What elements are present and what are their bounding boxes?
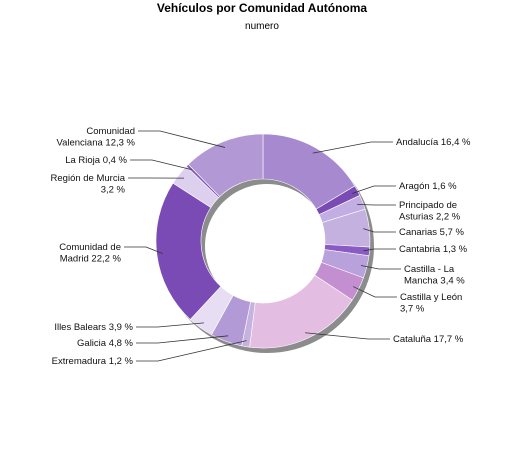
- leader-7: [305, 332, 390, 340]
- leader-2: [357, 204, 396, 206]
- leader-13: [130, 159, 192, 170]
- slice-label-8: Extremadura 1,2 %: [52, 356, 134, 367]
- leader-6: [352, 286, 397, 298]
- slice-label-4: Cantabria 1,3 %: [399, 244, 468, 255]
- slice-label-line: Aragón 1,6 %: [399, 181, 457, 192]
- slice-label-line: Principado de: [399, 200, 457, 211]
- chart-subtitle: numero: [245, 21, 279, 32]
- slice-label-line: Illes Balears 3,9 %: [54, 322, 133, 333]
- slice-label-line: La Rioja 0,4 %: [65, 155, 127, 166]
- slice-label-line: Valenciana 12,3 %: [56, 138, 135, 149]
- leader-11: [124, 246, 163, 255]
- leader-1: [351, 185, 396, 194]
- slice-label-line: Cataluña 17,7 %: [393, 334, 464, 345]
- slice-label-line: Cantabria 1,3 %: [399, 244, 468, 255]
- slice-label-6: Castilla y León 3,7 %: [400, 292, 462, 315]
- slice-label-12: Región de Murcia 3,2 %: [51, 173, 126, 196]
- leader-0: [312, 141, 393, 154]
- slice-14: [187, 133, 264, 198]
- slice-label-line: Comunidad: [86, 126, 135, 137]
- slice-label-line: Galicia 4,8 %: [77, 338, 134, 349]
- slice-label-line: Andalucía 16,4 %: [396, 137, 471, 148]
- slice-label-14: Comunidad Valenciana 12,3 %: [56, 126, 135, 149]
- slice-label-7: Cataluña 17,7 %: [393, 334, 464, 345]
- leader-4: [363, 248, 396, 252]
- slice-label-line: Castilla - La: [404, 264, 455, 275]
- label-leaders: [124, 130, 401, 362]
- slice-label-line: Castilla y León: [400, 292, 462, 303]
- leader-14: [138, 130, 226, 148]
- slice-label-13: La Rioja 0,4 %: [65, 155, 127, 166]
- slice-label-0: Andalucía 16,4 %: [396, 137, 471, 148]
- chart-title: Vehículos por Comunidad Autónoma: [157, 1, 368, 15]
- leader-5: [360, 265, 401, 270]
- slice-label-line: 3,7 %: [400, 304, 425, 315]
- donut-slices: [155, 133, 371, 349]
- leader-10: [136, 322, 204, 328]
- slice-label-1: Aragón 1,6 %: [399, 181, 457, 192]
- leader-8: [136, 340, 247, 362]
- slice-label-line: Canarias 5,7 %: [399, 227, 465, 238]
- slice-label-line: Mancha 3,4 %: [404, 276, 465, 287]
- slice-label-line: Región de Murcia: [51, 173, 126, 184]
- slice-label-line: Extremadura 1,2 %: [52, 356, 134, 367]
- slice-label-2: Principado de Asturias 2,2 %: [399, 200, 461, 223]
- leader-3: [363, 228, 396, 233]
- slice-label-line: Comunidad de: [59, 242, 121, 253]
- slice-label-3: Canarias 5,7 %: [399, 227, 465, 238]
- slice-label-10: Illes Balears 3,9 %: [54, 322, 133, 333]
- leader-9: [136, 335, 229, 344]
- slice-labels: Andalucía 16,4 % Aragón 1,6 % Principado d…: [51, 126, 471, 367]
- slice-label-9: Galicia 4,8 %: [77, 338, 134, 349]
- slice-label-5: Castilla - La Mancha 3,4 %: [404, 264, 465, 287]
- slice-label-11: Comunidad de Madrid 22,2 %: [59, 242, 121, 265]
- slice-label-line: Madrid 22,2 %: [60, 254, 122, 265]
- slice-label-line: Asturias 2,2 %: [399, 212, 461, 223]
- slice-label-line: 3,2 %: [101, 185, 126, 196]
